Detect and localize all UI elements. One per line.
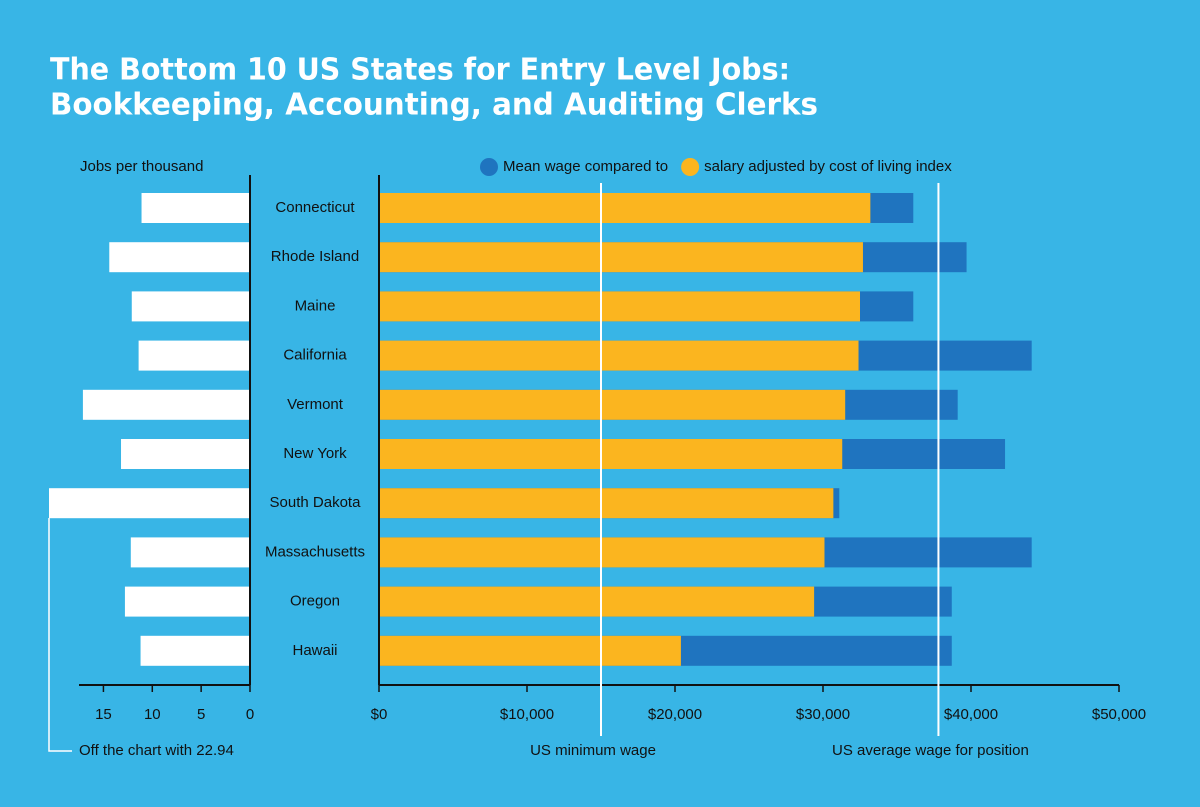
bar (141, 193, 250, 223)
category-label: Rhode Island (271, 248, 359, 265)
category-label: Massachusetts (265, 543, 365, 560)
category-label: South Dakota (270, 494, 362, 511)
bar (379, 635, 681, 666)
legend-label: Mean wage compared to (503, 158, 668, 175)
bar (379, 586, 815, 617)
bar (121, 439, 250, 469)
x-tick-label: 15 (95, 706, 112, 723)
bar (124, 586, 250, 617)
category-label: Oregon (290, 593, 340, 610)
bar (82, 389, 250, 420)
bar (379, 488, 834, 519)
bar (138, 340, 250, 371)
chart-title: Bookkeeping, Accounting, and Auditing Cl… (50, 88, 818, 123)
bar (49, 488, 250, 519)
category-label: Connecticut (275, 199, 355, 216)
x-tick-label: $10,000 (500, 706, 554, 723)
annotation: Off the chart with 22.94 (79, 742, 234, 759)
reference-label: US average wage for position (832, 742, 1029, 759)
legend-swatch (681, 158, 700, 176)
bar (379, 389, 846, 420)
x-tick-label: $20,000 (648, 706, 702, 723)
legend-label: salary adjusted by cost of living index (704, 158, 952, 175)
bar (131, 291, 250, 322)
bar (379, 340, 859, 371)
x-tick-label: $0 (371, 706, 388, 723)
category-label: New York (283, 445, 347, 462)
bar (379, 439, 843, 469)
bar (140, 635, 250, 666)
axis-label: Jobs per thousand (80, 158, 203, 175)
category-label: Vermont (287, 396, 344, 413)
bar (379, 242, 863, 273)
reference-label: US minimum wage (530, 742, 656, 759)
category-label: California (283, 347, 347, 364)
x-tick-label: 5 (197, 706, 205, 723)
annotation-bracket (48, 518, 72, 752)
bar (130, 537, 250, 568)
x-tick-label: $40,000 (944, 706, 998, 723)
bar (379, 193, 871, 223)
x-tick-label: 0 (246, 706, 254, 723)
x-tick-label: 10 (144, 706, 161, 723)
bar (379, 291, 860, 322)
chart-title: The Bottom 10 US States for Entry Level … (50, 53, 790, 88)
legend-swatch (480, 158, 498, 176)
left-bars (49, 193, 250, 666)
category-label: Maine (295, 297, 336, 314)
x-tick-label: $30,000 (796, 706, 850, 723)
category-label: Hawaii (292, 642, 337, 659)
x-tick-label: $50,000 (1092, 706, 1146, 723)
bar (109, 242, 250, 273)
